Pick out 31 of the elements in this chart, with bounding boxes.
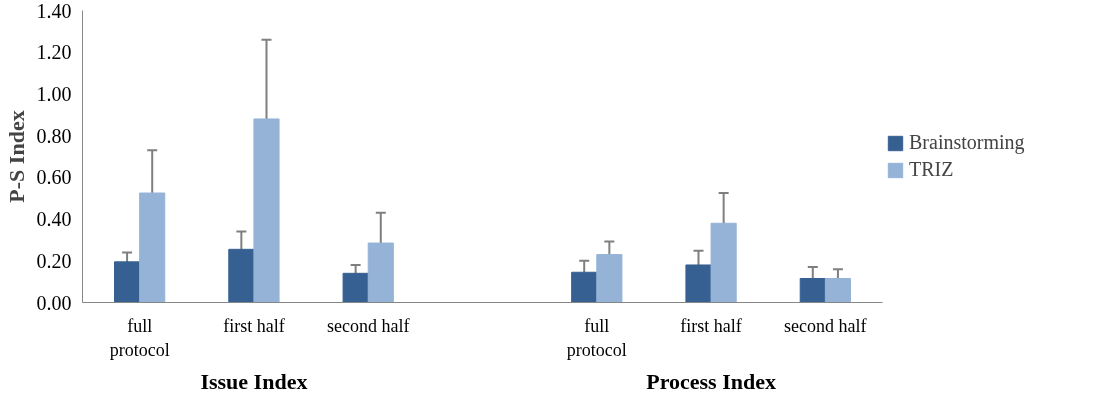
bar bbox=[114, 261, 141, 303]
text: Process Index bbox=[646, 368, 776, 394]
y-tick-label: 1.40 bbox=[36, 0, 72, 22]
x-tick-label: second half bbox=[784, 315, 867, 336]
bar bbox=[799, 278, 826, 303]
bar bbox=[228, 248, 255, 303]
x-tick-label: second half bbox=[326, 315, 410, 336]
y-tick-label: 0.60 bbox=[36, 166, 72, 189]
bar bbox=[710, 222, 737, 303]
x-tick-label: first half bbox=[223, 315, 285, 336]
y-axis-title: P-S Index bbox=[3, 110, 29, 203]
y-tick-label: 0.20 bbox=[36, 249, 72, 272]
bar bbox=[685, 264, 712, 303]
x-tick-label: full protocol bbox=[109, 315, 170, 360]
bar bbox=[253, 118, 280, 303]
legend-label: Brainstorming bbox=[909, 131, 1025, 154]
bar bbox=[824, 278, 851, 303]
y-tick-label: 0.40 bbox=[36, 208, 72, 231]
bar bbox=[342, 272, 369, 303]
bar bbox=[571, 271, 598, 303]
y-tick-label: 1.00 bbox=[36, 82, 72, 105]
bar bbox=[367, 242, 394, 303]
y-tick-label: 0.00 bbox=[36, 291, 72, 314]
x-tick-label: full protocol bbox=[566, 315, 627, 360]
bar bbox=[596, 254, 623, 303]
x-tick-label: first half bbox=[680, 315, 742, 336]
text: Issue Index bbox=[200, 368, 308, 394]
bar bbox=[139, 192, 166, 303]
y-tick-label: 1.20 bbox=[36, 41, 72, 64]
y-tick-label: 0.80 bbox=[36, 124, 72, 147]
legend-label: TRIZ bbox=[909, 158, 954, 181]
